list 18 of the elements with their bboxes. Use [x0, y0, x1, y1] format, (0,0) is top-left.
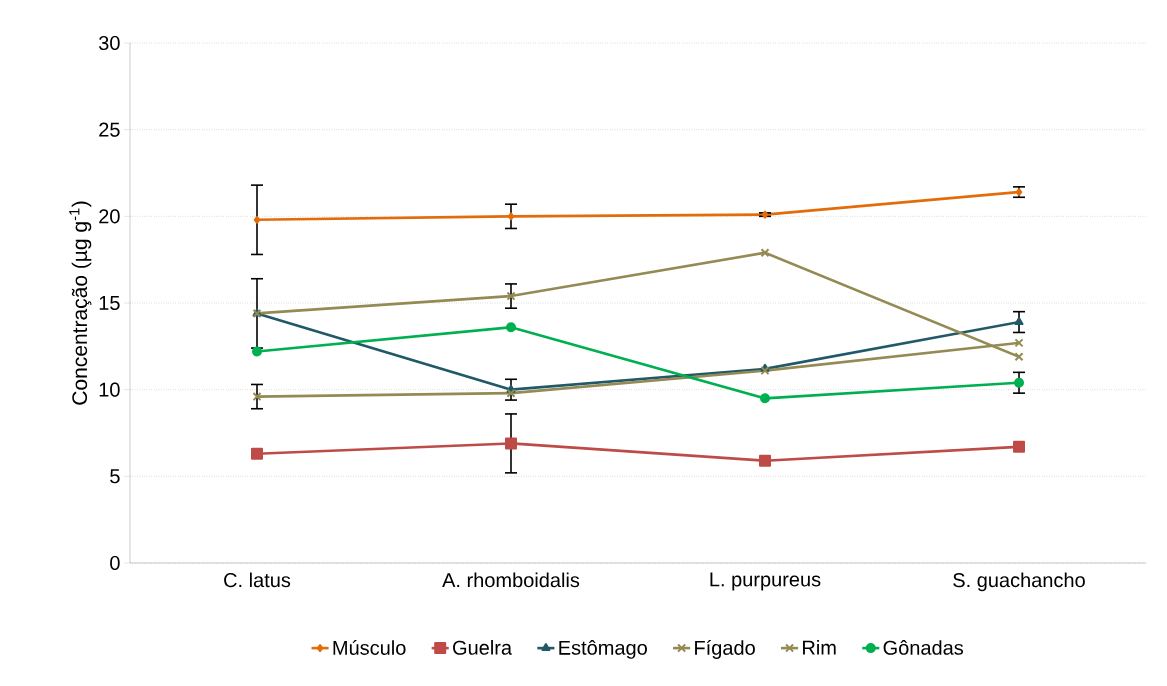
y-tick-label: 30	[98, 35, 120, 51]
y-tick-label: 10	[99, 382, 120, 397]
legend-label: Estômago	[559, 640, 647, 659]
y-axis-title: Concentração (µg g$^{-1}$)	[69, 201, 92, 405]
x-tick-label: S. guachancho	[953, 572, 1085, 592]
y-tick-label: 25	[99, 122, 120, 137]
x-tick-label: L. purpureus	[710, 572, 821, 591]
y-tick-label: 0	[110, 555, 120, 571]
y-tick-label: 15	[99, 296, 120, 310]
legend-label: Guelra	[453, 640, 513, 655]
y-tick-label: 20	[99, 209, 120, 224]
x-tick-label: A. rhomboidalis	[442, 572, 580, 588]
legend-label: Músculo	[333, 640, 406, 655]
legend-label: Gônadas	[883, 640, 964, 655]
y-tick-label: 5	[110, 469, 120, 484]
legend-label: Rim	[803, 640, 836, 655]
x-tick-label: C. latus	[224, 572, 291, 588]
legend-label: Fígado	[695, 640, 755, 659]
